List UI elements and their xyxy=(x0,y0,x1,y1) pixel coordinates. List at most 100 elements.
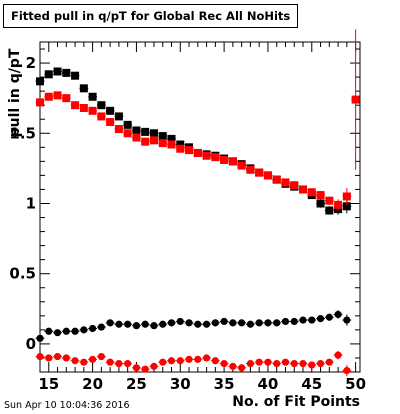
data-point xyxy=(149,136,159,145)
circle-marker xyxy=(290,359,298,368)
data-point xyxy=(105,358,115,366)
circle-marker xyxy=(255,358,263,366)
data-point xyxy=(96,323,106,331)
circle-marker xyxy=(80,358,88,366)
axis-ticks: 15 20 25 30 35 40 45 50 0 0.5 1 1.5 2 xyxy=(9,42,366,393)
square-marker xyxy=(88,106,97,115)
square-marker xyxy=(334,200,343,209)
circle-marker xyxy=(246,320,255,328)
square-marker xyxy=(299,185,308,194)
data-point xyxy=(281,178,290,187)
data-point xyxy=(175,357,185,365)
square-marker xyxy=(158,132,167,141)
circle-marker xyxy=(141,365,149,373)
circle-marker xyxy=(194,355,202,363)
square-marker xyxy=(44,92,53,101)
circle-marker xyxy=(308,361,316,369)
data-point xyxy=(96,352,106,361)
circle-marker xyxy=(194,320,202,328)
circle-marker xyxy=(229,362,237,370)
data-point xyxy=(254,358,264,366)
data-point xyxy=(272,175,282,184)
data-point xyxy=(342,188,352,205)
square-marker xyxy=(342,192,351,201)
circle-marker xyxy=(159,320,167,328)
data-point xyxy=(316,359,325,368)
circle-marker xyxy=(62,354,70,362)
circle-marker xyxy=(211,319,219,327)
data-point xyxy=(193,148,203,157)
data-point xyxy=(70,101,80,110)
square-marker xyxy=(132,126,141,135)
data-point xyxy=(307,361,317,369)
data-point xyxy=(158,139,168,148)
circle-marker xyxy=(106,358,114,366)
square-marker xyxy=(167,140,176,149)
data-point xyxy=(333,199,343,211)
data-point xyxy=(167,319,176,327)
square-marker xyxy=(106,106,115,115)
circle-marker xyxy=(167,319,176,327)
circle-marker xyxy=(229,319,237,327)
data-point xyxy=(324,358,334,366)
data-point xyxy=(351,29,361,170)
y-tick-label: 1 xyxy=(26,194,36,212)
x-axis-label: No. of Fit Points xyxy=(232,394,360,410)
circle-marker xyxy=(202,354,211,362)
data-point xyxy=(210,357,220,365)
circle-marker xyxy=(167,357,176,365)
data-point xyxy=(202,320,211,328)
circle-marker xyxy=(264,319,272,327)
square-marker xyxy=(114,125,123,134)
circle-marker xyxy=(316,315,325,323)
data-point xyxy=(70,71,80,80)
x-tick-label: 15 xyxy=(38,375,59,393)
square-marker xyxy=(106,118,115,127)
circle-marker xyxy=(299,316,307,324)
chart-title: Fitted pull in q/pT for Global Rec All N… xyxy=(3,4,299,28)
square-marker xyxy=(79,84,88,93)
circle-marker xyxy=(36,352,44,361)
data-point xyxy=(79,358,89,366)
data-point xyxy=(263,319,273,327)
circle-marker xyxy=(53,329,62,337)
data-point xyxy=(158,358,168,366)
square-marker xyxy=(71,71,80,80)
square-marker xyxy=(202,151,211,160)
data-point xyxy=(184,319,194,327)
data-point xyxy=(316,199,325,208)
circle-marker xyxy=(176,357,184,365)
data-point xyxy=(298,316,308,324)
square-marker xyxy=(237,161,246,170)
square-marker xyxy=(307,188,316,197)
square-marker xyxy=(211,153,220,162)
circle-marker xyxy=(124,359,132,368)
data-point xyxy=(70,327,80,335)
data-point xyxy=(333,310,343,319)
square-marker xyxy=(44,70,53,79)
square-marker xyxy=(132,133,141,142)
circle-marker xyxy=(316,359,325,368)
data-point xyxy=(298,359,308,368)
circle-marker xyxy=(185,319,193,327)
circle-marker xyxy=(325,358,333,366)
circle-marker xyxy=(62,327,70,335)
square-marker xyxy=(272,175,281,184)
circle-marker xyxy=(264,358,272,366)
square-marker xyxy=(141,137,150,146)
data-point xyxy=(263,358,273,366)
data-point xyxy=(79,84,89,93)
y-tick-label: 2 xyxy=(26,54,36,72)
circle-marker xyxy=(343,366,351,375)
circle-marker xyxy=(159,358,167,366)
data-point xyxy=(193,320,203,328)
data-point xyxy=(202,354,211,362)
data-point xyxy=(289,181,299,190)
data-point xyxy=(96,101,106,110)
y-tick-label: 0 xyxy=(26,335,36,353)
x-tick-label: 50 xyxy=(345,375,366,393)
data-point xyxy=(53,352,62,361)
data-point xyxy=(53,67,62,76)
circle-marker xyxy=(325,313,333,321)
